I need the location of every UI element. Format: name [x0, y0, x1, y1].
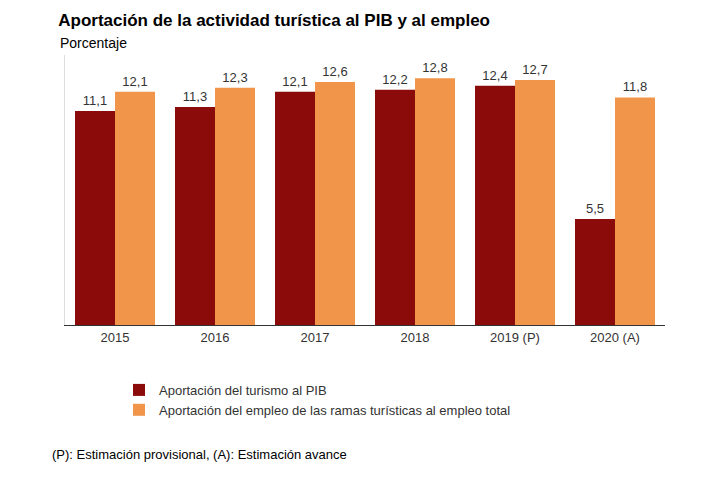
svg-text:12,7: 12,7 [522, 62, 547, 77]
svg-text:Porcentaje: Porcentaje [60, 35, 127, 51]
svg-text:12,3: 12,3 [222, 70, 247, 85]
svg-text:2016: 2016 [201, 330, 230, 345]
svg-text:12,1: 12,1 [282, 74, 307, 89]
svg-text:12,6: 12,6 [322, 64, 347, 79]
svg-text:2018: 2018 [401, 330, 430, 345]
svg-text:11,1: 11,1 [83, 93, 107, 108]
svg-text:12,4: 12,4 [482, 68, 507, 83]
svg-text:12,2: 12,2 [382, 72, 407, 87]
svg-text:2015: 2015 [101, 330, 130, 345]
svg-text:Aportación del turismo al PIB: Aportación del turismo al PIB [159, 383, 327, 398]
svg-text:11,3: 11,3 [183, 89, 207, 104]
svg-text:2019 (P): 2019 (P) [490, 330, 540, 345]
svg-text:Aportación del empleo de las r: Aportación del empleo de las ramas turís… [159, 403, 510, 418]
svg-text:12,1: 12,1 [122, 74, 147, 89]
svg-text:2020 (A): 2020 (A) [590, 330, 640, 345]
svg-text:2017: 2017 [301, 330, 330, 345]
svg-text:5,5: 5,5 [586, 201, 604, 216]
svg-text:(P): Estimación provisional, (: (P): Estimación provisional, (A): Estima… [52, 447, 347, 462]
svg-text:11,8: 11,8 [623, 79, 647, 94]
svg-text:12,8: 12,8 [422, 60, 447, 75]
svg-text:Aportación de la actividad tur: Aportación de la actividad turística al … [58, 11, 490, 30]
